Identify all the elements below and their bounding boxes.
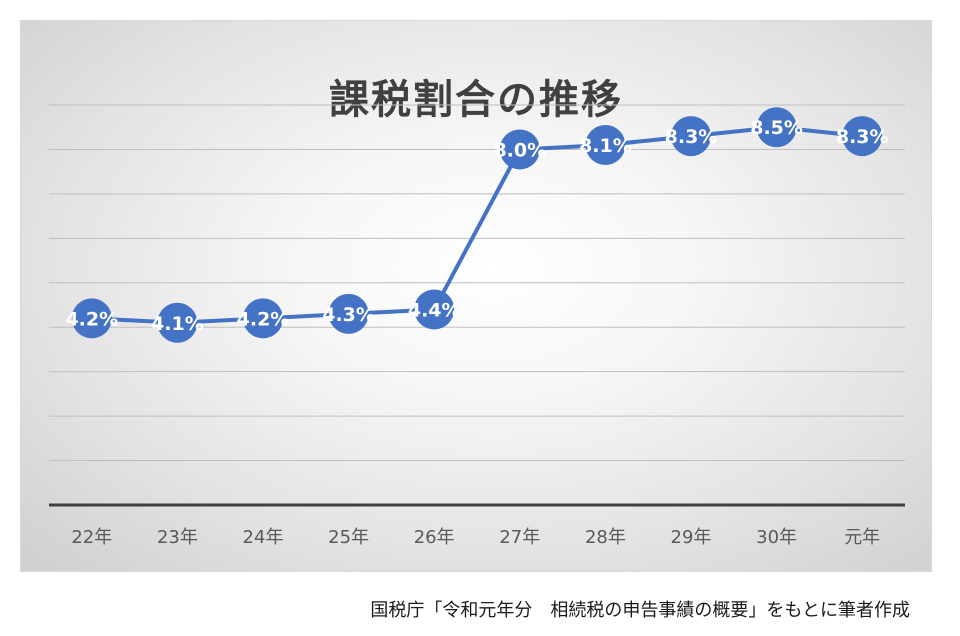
data-point [842,116,883,157]
data-point [328,293,369,334]
x-tick-label: 27年 [499,527,540,548]
x-tick-label: 22年 [71,527,112,548]
data-label: 8.1% [579,135,632,157]
line-chart-plot: 22年 23年 24年 25年 26年 27年 28年 29年 30年 元年 4.2% 4.1% 4.2… [49,104,905,548]
data-label: 4.1% [151,313,204,335]
x-tick-label: 23年 [157,527,198,548]
chart-panel: 課税割合の推移 22年 23年 24年 25年 26年 27年 28年 29年 30年 元年 4.2… [20,20,932,572]
x-tick-label: 26年 [414,527,455,548]
x-tick-label: 29年 [671,527,712,548]
x-tick-label: 25年 [328,527,369,548]
x-tick-label: 28年 [585,527,626,548]
data-label: 8.3% [665,126,718,148]
data-label: 4.3% [322,304,375,326]
data-point [414,289,455,330]
x-tick-label: 30年 [756,527,797,548]
x-tick-label: 24年 [243,527,284,548]
data-label: 8.0% [493,139,546,161]
series-line [89,125,865,325]
x-tick-label: 元年 [844,527,880,548]
data-point [499,129,540,170]
data-label: 4.4% [408,299,461,321]
data-point [585,125,626,165]
data-point [71,298,112,339]
data-label: 8.5% [750,117,803,139]
data-point [243,298,283,339]
data-point [756,107,797,148]
data-label: 4.2% [65,308,118,330]
data-label: 4.2% [237,308,290,330]
data-point [157,302,198,343]
chart-title: 課税割合の推移 [329,77,623,123]
data-label: 8.3% [836,126,889,148]
source-note: 国税庁「令和元年分 相続税の申告事績の概要」をもとに筆者作成 [370,600,910,621]
data-point [671,116,711,157]
